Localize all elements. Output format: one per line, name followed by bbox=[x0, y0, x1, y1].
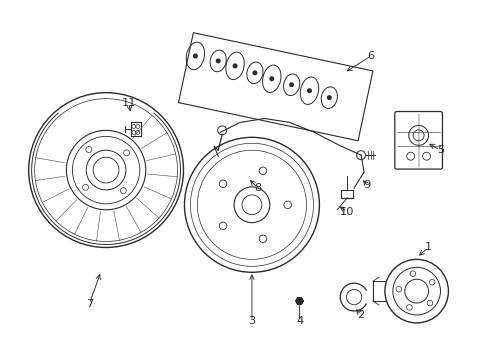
Text: 4: 4 bbox=[295, 316, 303, 326]
Circle shape bbox=[269, 77, 273, 81]
Text: 11: 11 bbox=[122, 98, 136, 108]
Circle shape bbox=[193, 54, 197, 58]
Circle shape bbox=[216, 59, 220, 63]
Circle shape bbox=[289, 83, 293, 86]
Polygon shape bbox=[295, 298, 303, 304]
Text: 1: 1 bbox=[424, 243, 431, 252]
Circle shape bbox=[307, 89, 311, 93]
Circle shape bbox=[327, 96, 330, 99]
Circle shape bbox=[253, 71, 256, 75]
Text: 3: 3 bbox=[248, 316, 255, 326]
Text: 2: 2 bbox=[357, 310, 364, 320]
Text: 6: 6 bbox=[366, 51, 374, 61]
Text: 10: 10 bbox=[339, 207, 354, 217]
Text: 9: 9 bbox=[363, 180, 370, 190]
Text: 8: 8 bbox=[254, 183, 261, 193]
Circle shape bbox=[233, 64, 236, 68]
Text: 5: 5 bbox=[436, 145, 443, 155]
Text: 7: 7 bbox=[85, 299, 93, 309]
